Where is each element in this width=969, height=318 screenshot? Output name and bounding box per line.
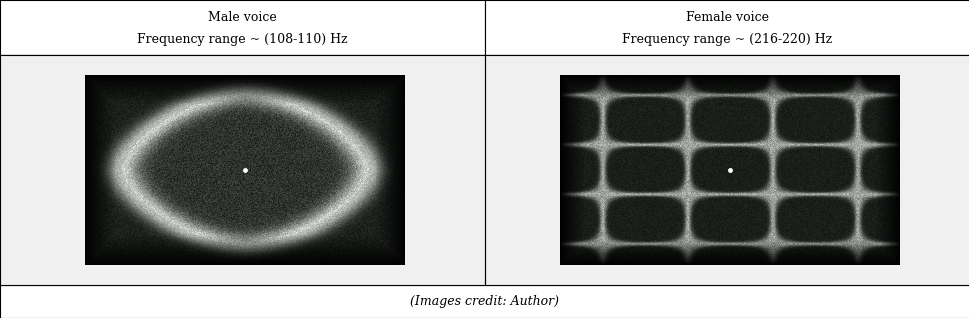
Bar xyxy=(0,55,484,285)
Text: Male voice: Male voice xyxy=(208,11,276,24)
Bar xyxy=(484,0,969,55)
Bar xyxy=(0,55,484,285)
Text: (Images credit: Author): (Images credit: Author) xyxy=(410,295,559,308)
Text: Frequency range ~ (108-110) Hz: Frequency range ~ (108-110) Hz xyxy=(137,33,348,46)
Bar xyxy=(0,55,484,285)
Text: Female voice: Female voice xyxy=(685,11,768,24)
Text: Frequency range ~ (216-220) Hz: Frequency range ~ (216-220) Hz xyxy=(622,33,831,46)
Bar xyxy=(484,55,969,285)
Bar xyxy=(0,285,969,318)
Bar xyxy=(484,55,969,285)
Bar xyxy=(484,55,969,285)
Bar xyxy=(0,0,484,55)
